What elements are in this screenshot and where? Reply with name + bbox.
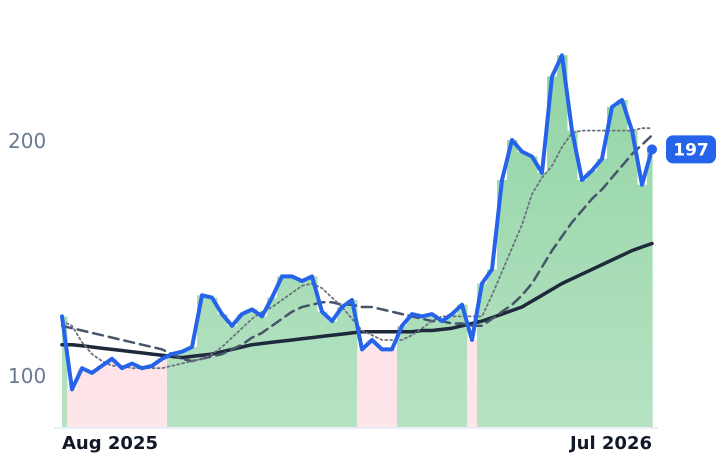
value-pill bbox=[666, 135, 716, 164]
series-line bbox=[60, 134, 654, 363]
y-tick-label: 100 bbox=[8, 364, 46, 388]
series-line bbox=[60, 53, 654, 392]
line-layer bbox=[60, 53, 654, 392]
value-label: 197 bbox=[673, 140, 709, 160]
x-tick-label: Aug 2025 bbox=[62, 433, 158, 454]
last-point bbox=[647, 144, 657, 155]
x-tick-label: Jul 2026 bbox=[568, 433, 652, 454]
label-layer: 100 200 Aug 2025 Jul 2026 197 bbox=[8, 129, 716, 454]
y-tick-label: 200 bbox=[8, 129, 46, 153]
